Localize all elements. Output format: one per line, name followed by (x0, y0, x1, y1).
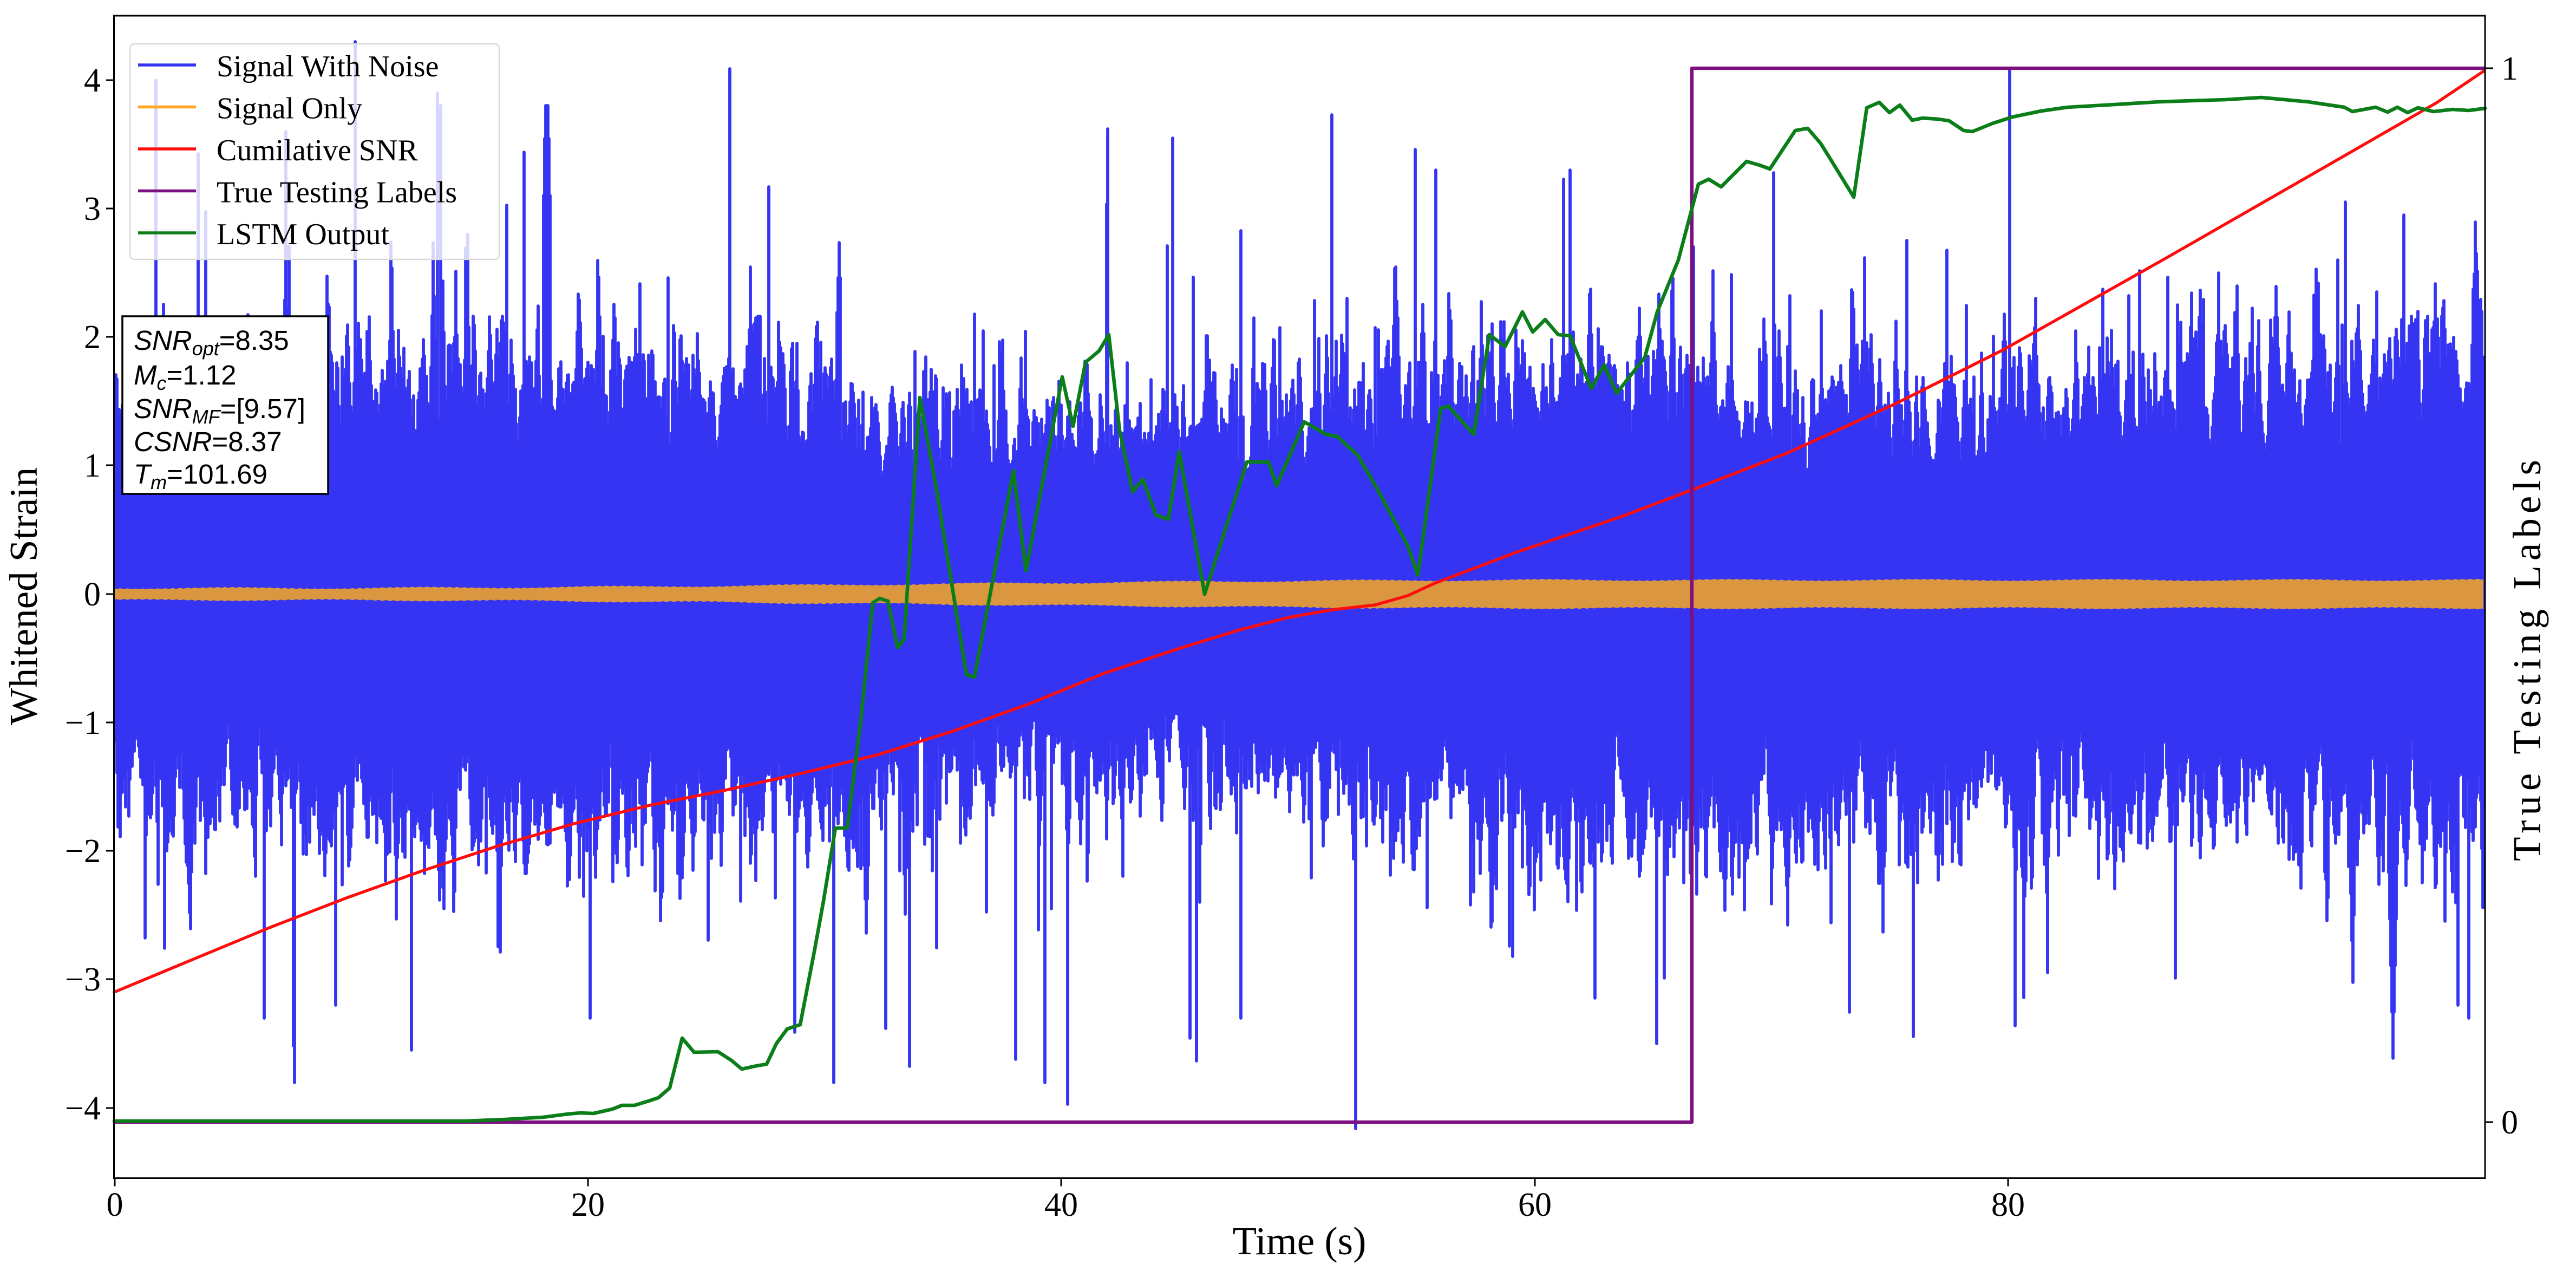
svg-text:40: 40 (1044, 1187, 1078, 1223)
svg-text:LSTM Output: LSTM Output (217, 218, 389, 251)
svg-text:0: 0 (107, 1187, 123, 1223)
svg-text:Signal With Noise: Signal With Noise (217, 50, 439, 83)
svg-text:Time (s): Time (s) (1233, 1219, 1367, 1263)
svg-text:0: 0 (2501, 1104, 2518, 1141)
svg-text:SNRMF​=[9.57]: SNRMF​=[9.57] (134, 393, 305, 428)
svg-text:20: 20 (571, 1187, 605, 1223)
svg-text:Tm​=101.69: Tm​=101.69 (134, 459, 267, 493)
svg-text:60: 60 (1518, 1187, 1552, 1223)
svg-text:4: 4 (84, 62, 101, 99)
svg-text:True Testing Labels: True Testing Labels (2505, 455, 2549, 861)
svg-text:SNRopt​=8.35: SNRopt​=8.35 (134, 325, 289, 360)
svg-text:Whitened Strain: Whitened Strain (2, 467, 45, 725)
svg-text:Cumilative SNR: Cumilative SNR (217, 134, 418, 167)
svg-text:−2: −2 (65, 833, 101, 870)
svg-text:−4: −4 (65, 1090, 101, 1127)
svg-text:2: 2 (84, 319, 101, 356)
svg-text:Signal Only: Signal Only (217, 92, 362, 126)
svg-text:1: 1 (2501, 50, 2518, 87)
svg-text:−1: −1 (65, 705, 101, 741)
svg-text:3: 3 (84, 191, 101, 227)
svg-text:−3: −3 (65, 961, 101, 998)
svg-text:CSNR=8.37: CSNR=8.37 (134, 426, 282, 457)
svg-text:1: 1 (84, 447, 101, 484)
svg-text:Mc​=1.12: Mc​=1.12 (134, 360, 237, 394)
svg-text:80: 80 (1991, 1187, 2025, 1223)
svg-text:0: 0 (84, 576, 101, 613)
svg-text:True Testing Labels: True Testing Labels (217, 176, 457, 210)
